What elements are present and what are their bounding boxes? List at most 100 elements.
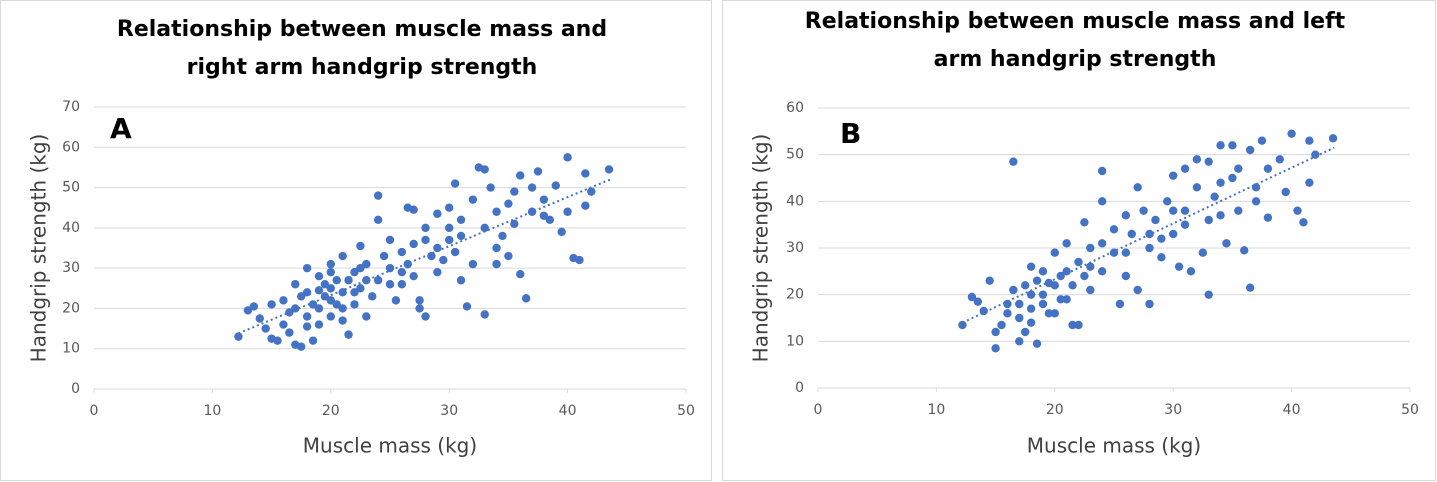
point (326, 267, 335, 277)
chart-title: arm handgrip strength (934, 47, 1217, 72)
point (1026, 304, 1036, 313)
point (302, 322, 312, 331)
point (368, 292, 377, 301)
point (510, 219, 519, 229)
point (516, 269, 525, 279)
point (1056, 295, 1065, 304)
point (1044, 309, 1054, 318)
point (1281, 187, 1290, 197)
y-tick-label: 30 (786, 240, 804, 256)
point (1038, 299, 1048, 309)
point (350, 267, 359, 277)
point (1109, 225, 1119, 234)
point (1015, 313, 1024, 323)
point (302, 312, 312, 321)
point (338, 304, 347, 313)
point (409, 239, 418, 249)
point (1299, 218, 1308, 227)
point (450, 247, 460, 257)
y-tick-label: 60 (786, 100, 804, 116)
point (1216, 178, 1225, 187)
y-tick-label: 40 (62, 220, 80, 236)
panel (0, 0, 712, 481)
point (445, 223, 454, 233)
point (1216, 141, 1225, 150)
point (504, 251, 513, 261)
point (1062, 295, 1071, 304)
point (1127, 229, 1136, 239)
point (1204, 157, 1213, 166)
point (1157, 234, 1166, 243)
point (1311, 150, 1320, 159)
point (563, 153, 572, 162)
point (1074, 257, 1083, 267)
point (551, 181, 560, 190)
point (415, 304, 424, 313)
point (604, 165, 614, 174)
point (397, 280, 407, 289)
point (1192, 183, 1202, 192)
point (1097, 166, 1107, 176)
point (314, 286, 324, 295)
point (1145, 299, 1154, 309)
point (308, 300, 318, 309)
point (344, 330, 353, 339)
point (991, 344, 1000, 353)
point (1068, 281, 1077, 290)
point (958, 320, 967, 330)
point (1050, 309, 1060, 318)
point (1121, 271, 1131, 281)
y-tick-label: 30 (62, 260, 80, 276)
point (1251, 197, 1261, 206)
point (1086, 262, 1095, 271)
x-axis-title: Muscle mass (kg) (1027, 434, 1201, 458)
point (1210, 192, 1219, 201)
point (1169, 229, 1178, 239)
x-axis-title: Muscle mass (kg) (303, 434, 477, 458)
point (243, 306, 253, 315)
point (234, 332, 243, 341)
y-tick-label: 10 (62, 341, 80, 357)
point (373, 276, 383, 285)
y-tick-label: 10 (786, 333, 804, 349)
point (967, 292, 977, 302)
point (527, 183, 537, 192)
point (433, 209, 442, 218)
y-tick-label: 50 (62, 180, 80, 196)
y-tick-label: 0 (795, 380, 804, 396)
point (385, 235, 395, 245)
point (533, 167, 543, 176)
point (1097, 267, 1107, 276)
point (1287, 129, 1296, 138)
point (1240, 246, 1249, 255)
y-tick-label: 40 (786, 193, 804, 209)
point (575, 255, 584, 265)
point (326, 312, 335, 321)
point (314, 272, 324, 281)
point (1026, 318, 1036, 327)
point (1169, 171, 1178, 180)
point (350, 288, 359, 297)
x-tick-label: 40 (559, 403, 577, 419)
point (1145, 243, 1154, 253)
point (492, 259, 501, 269)
x-tick-label: 40 (1283, 402, 1301, 418)
point (1009, 285, 1018, 295)
point (1050, 248, 1060, 257)
point (563, 207, 572, 216)
point (539, 211, 549, 220)
point (492, 207, 501, 216)
point (291, 280, 300, 289)
y-tick-label: 70 (62, 99, 80, 115)
point (1222, 239, 1231, 248)
point (279, 320, 288, 329)
x-tick-label: 50 (1401, 402, 1419, 418)
x-tick-label: 0 (90, 403, 99, 419)
point (332, 300, 341, 309)
point (1305, 178, 1314, 187)
point (1174, 262, 1184, 271)
point (1003, 309, 1012, 318)
point (1216, 211, 1225, 220)
point (1245, 283, 1255, 292)
